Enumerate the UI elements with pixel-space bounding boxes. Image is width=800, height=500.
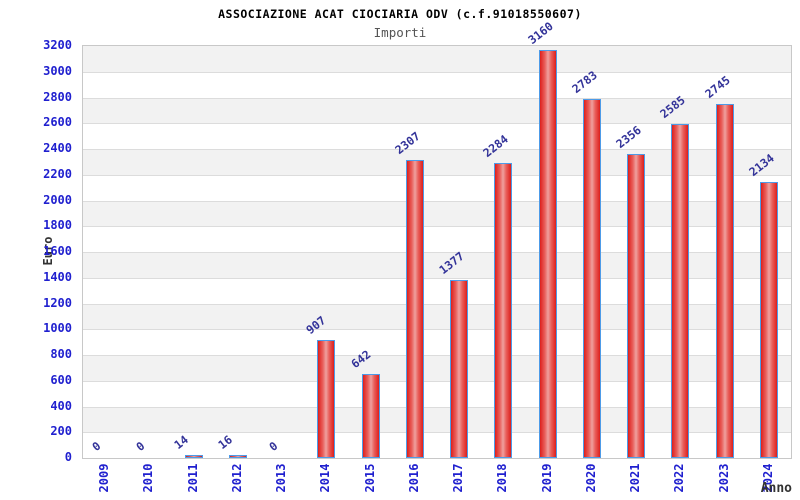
x-axis-label: Anno [760, 481, 792, 496]
x-tick-label: 2020 [583, 463, 598, 493]
x-tick-label: 2011 [185, 463, 200, 493]
bar-2023 [715, 103, 734, 458]
gridline [83, 97, 791, 99]
gridline [83, 200, 791, 202]
x-tick-label: 2022 [672, 463, 687, 493]
y-tick-label: 1200 [43, 295, 72, 310]
plot-band [83, 46, 791, 72]
y-tick-label: 2600 [43, 115, 72, 130]
gridline [83, 303, 791, 305]
bar-2022 [671, 124, 690, 458]
gridline [83, 406, 791, 408]
y-tick-label: 0 [64, 450, 72, 464]
gridline [83, 226, 791, 228]
gridline [83, 71, 791, 73]
gridline [83, 329, 791, 331]
x-tick-label: 2013 [274, 463, 289, 493]
y-tick-label: 1800 [43, 218, 72, 233]
bar-2019 [538, 50, 557, 458]
gridline [83, 277, 791, 279]
x-tick-label: 2009 [97, 463, 112, 493]
x-tick-label: 2016 [406, 463, 421, 493]
y-tick-label: 600 [50, 372, 72, 387]
x-tick-label: 2014 [318, 463, 333, 493]
x-tick-label: 2010 [141, 463, 156, 493]
y-tick-label: 1000 [43, 321, 72, 336]
bar-2014 [317, 340, 336, 458]
gridline [83, 252, 791, 253]
y-tick-label: 200 [50, 424, 72, 439]
gridline [83, 149, 791, 150]
bar-value-label: 3160 [525, 19, 556, 48]
bar-2021 [627, 153, 646, 458]
bar-2011 [184, 455, 203, 458]
x-tick-label: 2019 [539, 463, 554, 493]
y-tick-label: 2800 [43, 89, 72, 104]
y-tick-label: 3200 [43, 38, 72, 52]
bar-2015 [361, 374, 380, 458]
gridline [83, 355, 791, 356]
y-tick-label: 800 [50, 347, 72, 361]
plot-band [83, 71, 791, 98]
y-tick-label: 2000 [43, 192, 72, 207]
chart-subtitle: Importi [373, 25, 427, 40]
y-tick-label: 1600 [43, 244, 72, 258]
plot-band [83, 97, 791, 124]
y-tick-label: 1400 [43, 269, 72, 284]
bar-2018 [494, 162, 513, 458]
gridline [83, 432, 791, 434]
y-tick-label: 2200 [43, 166, 72, 181]
chart-title: ASSOCIAZIONE ACAT CIOCIARIA ODV (c.f.910… [218, 7, 582, 21]
x-tick-label: 2015 [362, 463, 377, 493]
y-tick-label: 400 [50, 398, 72, 413]
x-tick-label: 2018 [495, 463, 510, 493]
bar-2024 [759, 182, 778, 458]
bar-2020 [582, 98, 601, 458]
x-tick-label: 2023 [716, 463, 731, 493]
x-tick-label: 2012 [229, 463, 244, 493]
plot-area: 0 0 14 16 0 907 642 2307 1377 2284 3160 2783 2356 258… [82, 19, 792, 459]
y-tick-label: 3000 [43, 63, 72, 78]
bar-2016 [405, 159, 424, 458]
gridline [83, 174, 791, 176]
bar-2012 [228, 454, 247, 458]
x-tick-label: 2021 [628, 463, 643, 493]
gridline [83, 380, 791, 382]
bar-2017 [450, 279, 469, 458]
x-tick-label: 2017 [451, 463, 466, 493]
y-tick-label: 2400 [43, 141, 72, 155]
gridline [83, 123, 791, 125]
